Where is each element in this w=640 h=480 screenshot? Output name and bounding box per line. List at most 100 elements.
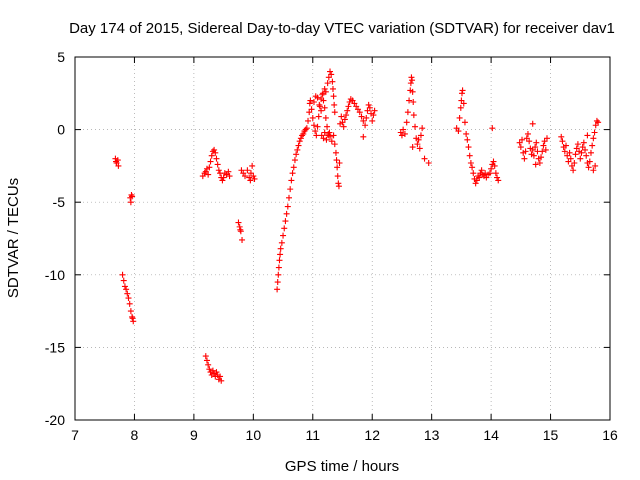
data-point: [328, 71, 335, 78]
data-point: [212, 149, 219, 156]
data-point: [236, 223, 243, 230]
data-point: [324, 123, 331, 130]
data-point: [519, 136, 526, 143]
data-point: [330, 132, 337, 139]
data-point: [282, 218, 289, 225]
data-point: [211, 146, 218, 153]
x-tick-label: 9: [190, 427, 198, 443]
data-point: [277, 251, 284, 258]
data-point: [360, 117, 367, 124]
x-tick-label: 10: [246, 427, 262, 443]
data-point: [457, 104, 464, 111]
data-point: [332, 149, 339, 156]
data-point: [345, 103, 352, 110]
data-point: [312, 128, 319, 135]
data-point: [494, 174, 501, 181]
data-point: [206, 366, 213, 373]
data-point: [517, 144, 524, 151]
data-point: [321, 85, 328, 92]
data-point: [490, 158, 497, 165]
data-point: [584, 132, 591, 139]
data-point: [577, 155, 584, 162]
data-point: [129, 193, 136, 200]
data-point: [322, 88, 329, 95]
data-point: [290, 164, 297, 171]
data-point: [202, 353, 209, 360]
data-point: [331, 101, 338, 108]
data-point: [128, 191, 135, 198]
data-point: [478, 167, 485, 174]
data-point: [585, 164, 592, 171]
data-point: [567, 155, 574, 162]
data-point: [251, 175, 258, 182]
data-point: [321, 129, 328, 136]
data-point: [461, 119, 468, 126]
data-point: [300, 130, 307, 137]
data-point: [466, 152, 473, 159]
data-point: [127, 308, 134, 315]
data-point: [314, 123, 321, 130]
data-point: [476, 174, 483, 181]
data-point: [360, 133, 367, 140]
x-tick-label: 12: [364, 427, 380, 443]
data-point: [331, 109, 338, 116]
data-point: [322, 114, 329, 121]
data-point: [495, 177, 502, 184]
data-point: [572, 151, 579, 158]
data-point: [281, 225, 288, 232]
data-point: [331, 141, 338, 148]
data-point: [306, 100, 313, 107]
data-point: [303, 125, 310, 132]
data-point: [340, 123, 347, 130]
data-point: [578, 149, 585, 156]
data-point: [469, 164, 476, 171]
data-point: [316, 103, 323, 110]
data-point: [583, 152, 590, 159]
data-point: [417, 132, 424, 139]
y-tick-label: 0: [57, 122, 65, 138]
x-tick-label: 16: [602, 427, 618, 443]
data-point: [529, 120, 536, 127]
data-point: [129, 315, 136, 322]
data-point: [532, 144, 539, 151]
y-tick-label: -10: [45, 267, 65, 283]
data-point: [242, 173, 249, 180]
data-point: [456, 114, 463, 121]
data-point: [486, 170, 493, 177]
data-point: [246, 174, 253, 181]
y-tick-label: -5: [53, 194, 66, 210]
data-point: [406, 97, 413, 104]
data-point: [321, 104, 328, 111]
data-point: [237, 226, 244, 233]
data-point: [209, 367, 216, 374]
plot-frame: [74, 56, 611, 421]
x-tick-label: 14: [483, 427, 499, 443]
data-point: [467, 159, 474, 166]
data-point: [214, 161, 221, 168]
data-point: [220, 174, 227, 181]
x-tick-label: 13: [424, 427, 440, 443]
data-point: [289, 170, 296, 177]
data-point: [336, 159, 343, 166]
data-point: [280, 232, 287, 239]
data-point: [335, 180, 342, 187]
data-point: [213, 155, 220, 162]
data-point: [310, 122, 317, 129]
data-point: [421, 155, 428, 162]
grid-lines: [75, 57, 610, 420]
axis-ticks: 7 8 9 10 11 12 13 14 15 16 -20 -15 -10 -5 0 5: [45, 49, 618, 443]
data-point: [334, 164, 341, 171]
data-point: [249, 162, 256, 169]
data-point: [319, 91, 326, 98]
data-point: [589, 142, 596, 149]
data-point: [365, 101, 372, 108]
data-point: [121, 283, 128, 290]
data-point: [356, 109, 363, 116]
data-point: [274, 286, 281, 293]
data-point: [235, 219, 242, 226]
data-point: [524, 130, 531, 137]
data-point: [566, 149, 573, 156]
data-point: [455, 128, 462, 135]
data-point: [320, 97, 327, 104]
